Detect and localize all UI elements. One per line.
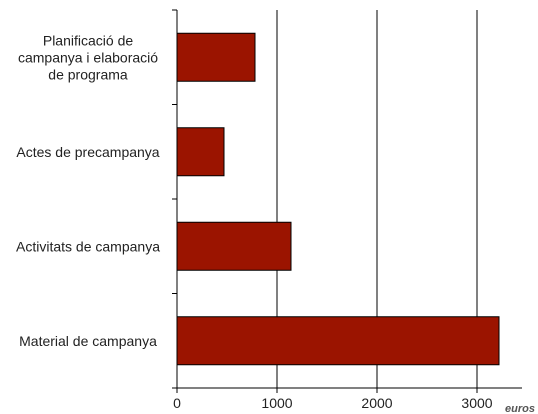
category-label-line: campanya i elaboració [18, 49, 158, 65]
category-labels: Planificació de campanya i elaboració de p… [16, 32, 160, 349]
category-label: Actes de precampanya [16, 144, 159, 160]
bar-3 [176, 316, 500, 366]
category-label-line: de programa [48, 66, 128, 82]
x-tick-label: 2000 [361, 395, 392, 411]
bar-0 [176, 32, 256, 82]
category-label: Material de campanya [19, 333, 157, 349]
axes [172, 9, 522, 393]
category-label: Planificació de campanya i elaboració de p… [18, 32, 158, 82]
bar-2 [176, 221, 292, 271]
x-tick-label: 1000 [261, 395, 292, 411]
bars [176, 32, 500, 366]
bar-1 [176, 127, 225, 177]
category-label-line: Planificació de [43, 32, 133, 48]
x-tick-label: 0 [173, 395, 181, 411]
category-label: Activitats de campanya [16, 238, 160, 254]
category-label-line: Activitats de campanya [16, 238, 160, 254]
currency-label: euros [505, 403, 535, 414]
x-tick-label: 3000 [461, 395, 492, 411]
category-label-line: Material de campanya [19, 333, 157, 349]
category-label-line: Actes de precampanya [16, 144, 159, 160]
tick-labels: 0 1000 2000 3000 [173, 395, 493, 411]
